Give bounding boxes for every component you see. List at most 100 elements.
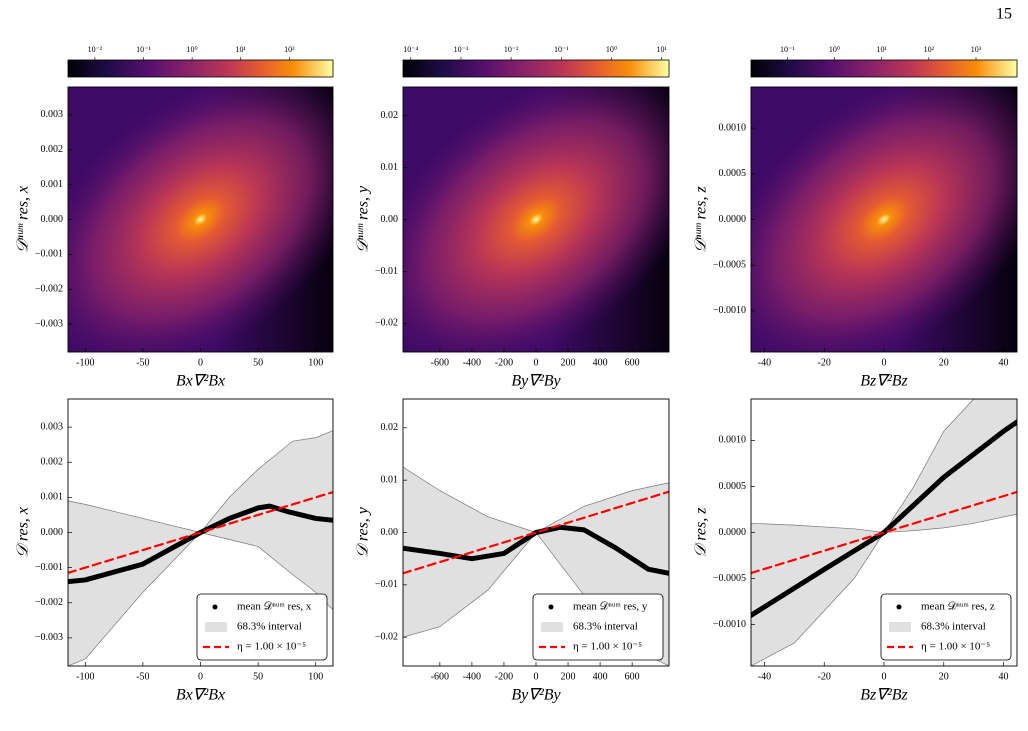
x-tick-label: 0: [198, 357, 203, 368]
x-tick-label: -200: [495, 671, 513, 682]
x-tick-label: 50: [253, 357, 263, 368]
legend-label: mean 𝒟ⁿᵘᵐ res, x: [237, 601, 312, 613]
panel: 10⁻² 10⁻¹ 10⁰ 10¹ 10² -100 -50 0 50 100 −0.003 −0.0…: [15, 45, 334, 390]
x-tick-label: -400: [463, 671, 481, 682]
x-tick-label: 20: [939, 671, 949, 682]
y-tick-label: −0.0010: [713, 305, 746, 316]
x-tick-label: 0: [534, 671, 539, 682]
y-tick-label: 0.02: [381, 422, 399, 433]
colorbar-tick-label: 10⁰: [606, 45, 617, 54]
colorbar: [402, 59, 670, 78]
y-tick-label: 0.002: [41, 144, 64, 155]
x-tick-label: 20: [939, 357, 949, 368]
y-tick-label: 0.003: [41, 109, 64, 120]
y-tick-label: −0.02: [375, 632, 398, 643]
x-axis-label: Bz∇²Bz: [860, 687, 908, 704]
x-tick-label: 400: [593, 357, 608, 368]
y-tick-label: 0.0005: [719, 481, 747, 492]
x-tick-label: 400: [593, 671, 608, 682]
y-axis-label: 𝒟ⁿᵘᵐ res, y: [355, 185, 372, 253]
y-tick-label: −0.002: [35, 597, 63, 608]
x-tick-label: -100: [76, 671, 94, 682]
y-tick-label: −0.003: [35, 318, 63, 329]
y-tick-label: 0.01: [381, 162, 399, 173]
plot-area: [403, 87, 669, 352]
x-tick-label: -20: [818, 357, 831, 368]
legend-label: mean 𝒟ⁿᵘᵐ res, z: [921, 601, 995, 613]
legend-label: η = 1.00 × 10⁻⁵: [921, 641, 990, 653]
y-tick-label: 0.001: [41, 492, 64, 503]
y-tick-label: −0.003: [35, 632, 63, 643]
y-tick-label: −0.01: [375, 579, 398, 590]
y-tick-label: −0.01: [375, 266, 398, 277]
x-tick-label: 50: [253, 671, 263, 682]
y-axis-label: 𝒟ⁿᵘᵐ res, x: [15, 186, 32, 253]
panel: 10⁻¹ 10⁰ 10¹ 10² 10³ -40 -20 0 20 40 −0.0010 −0.000…: [693, 45, 1018, 390]
colorbar-tick-label: 10²: [924, 45, 935, 54]
colorbar: [67, 59, 334, 78]
colorbar-tick-label: 10⁰: [829, 45, 840, 54]
y-tick-label: 0.002: [41, 457, 64, 468]
x-tick-label: 0: [534, 357, 539, 368]
colorbar-tick-label: 10⁻²: [88, 45, 103, 54]
y-axis-label: 𝒟 res, y: [355, 506, 372, 558]
plot-area: [751, 87, 1017, 352]
x-tick-label: -50: [136, 357, 149, 368]
legend-marker: [548, 604, 554, 610]
legend-label: η = 1.00 × 10⁻⁵: [237, 641, 306, 653]
x-tick-label: 0: [882, 357, 887, 368]
legend: [532, 593, 664, 661]
x-tick-label: 40: [999, 671, 1009, 682]
page-number: 15: [996, 6, 1012, 23]
fit-line: [68, 490, 333, 575]
panel: 10⁻⁴ 10⁻³ 10⁻² 10⁻¹ 10⁰ 10¹ -600 -400 -200 0 200 40…: [355, 45, 670, 390]
y-tick-label: 0.01: [381, 474, 399, 485]
legend: [196, 593, 328, 661]
plot-area: [403, 466, 669, 666]
x-tick-label: 600: [625, 357, 640, 368]
x-tick-label: 600: [625, 671, 640, 682]
y-tick-label: −0.0005: [713, 573, 746, 584]
x-tick-label: 40: [999, 357, 1009, 368]
colorbar-tick-label: 10⁰: [187, 45, 198, 54]
heatmap-density: [403, 87, 669, 352]
colorbar-tick-label: 10⁻¹: [136, 45, 151, 54]
colorbar-tick-label: 10⁻¹: [780, 45, 795, 54]
y-axis-label: 𝒟ⁿᵘᵐ res, z: [693, 186, 710, 253]
x-tick-label: -40: [758, 671, 771, 682]
legend-marker: [889, 622, 911, 632]
x-tick-label: -40: [758, 357, 771, 368]
x-tick-label: 200: [561, 357, 576, 368]
y-tick-label: 0.0010: [719, 435, 747, 446]
panel: mean 𝒟ⁿᵘᵐ res, y 68.3% interval η = 1.00 ×…: [355, 398, 670, 704]
colorbar-tick-label: 10¹: [876, 45, 887, 54]
heatmap-density: [751, 87, 1017, 352]
y-tick-label: 0.0010: [719, 122, 747, 133]
legend-label: η = 1.00 × 10⁻⁵: [573, 641, 642, 653]
x-axis-label: By∇²By: [511, 687, 561, 704]
y-tick-label: 0.0000: [719, 527, 747, 538]
colorbar-tick-label: 10⁻⁴: [403, 45, 418, 54]
y-tick-label: 0.00: [381, 214, 399, 225]
y-tick-label: 0.001: [41, 179, 64, 190]
mean-curve: [68, 503, 333, 585]
x-tick-label: -100: [76, 357, 94, 368]
colorbar-tick-label: 10³: [971, 45, 982, 54]
y-tick-label: −0.002: [35, 284, 63, 295]
panel: mean 𝒟ⁿᵘᵐ res, z 68.3% interval η = 1.00 ×…: [693, 398, 1018, 704]
legend-marker: [541, 622, 563, 632]
mean-curve: [751, 419, 1017, 618]
x-axis-label: Bx∇²Bx: [176, 373, 225, 390]
legend-label: 68.3% interval: [573, 621, 638, 633]
y-tick-label: −0.0010: [713, 619, 746, 630]
colorbar-tick-label: 10¹: [656, 45, 667, 54]
y-tick-label: −0.0005: [713, 259, 746, 270]
fit-line: [403, 490, 669, 575]
legend-marker: [212, 604, 218, 610]
x-tick-label: 100: [308, 671, 323, 682]
x-tick-label: -600: [431, 671, 449, 682]
y-tick-label: 0.02: [381, 110, 399, 121]
y-tick-label: 0.0005: [719, 168, 747, 179]
